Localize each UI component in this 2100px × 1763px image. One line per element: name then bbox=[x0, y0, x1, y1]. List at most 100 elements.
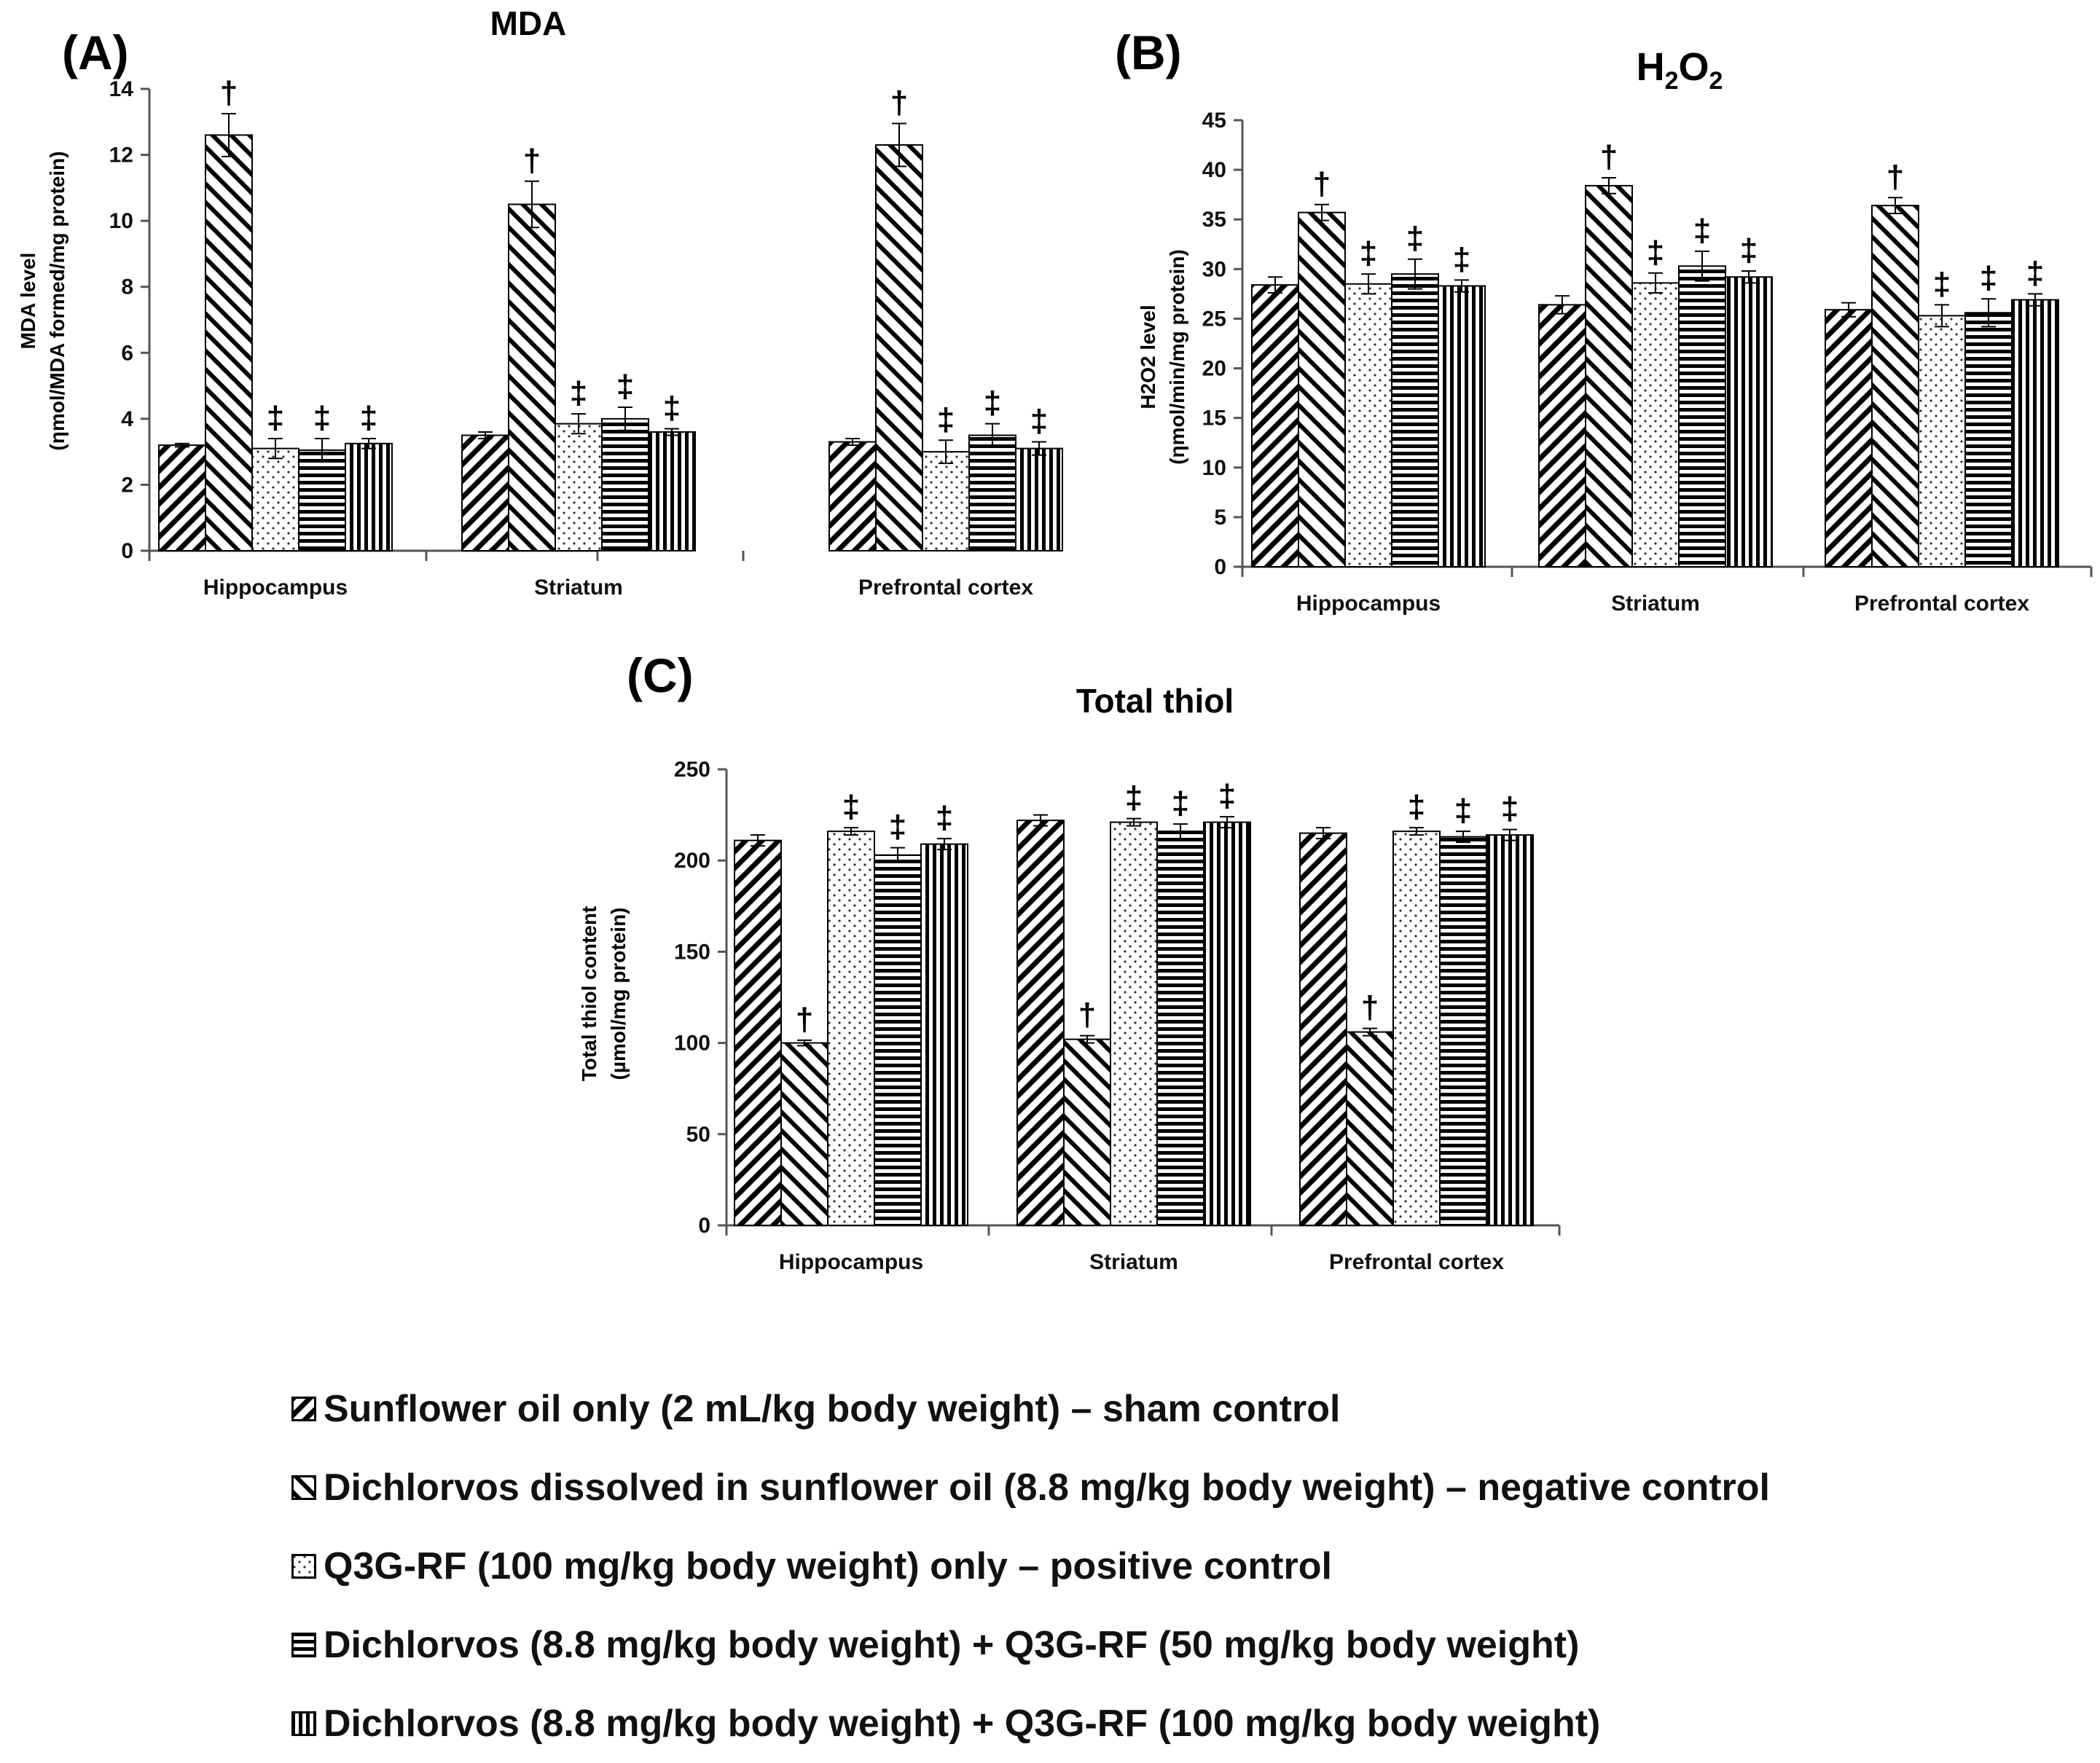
panel-a-y-label-line2: (ηmol/MDA formed/mg protein) bbox=[46, 151, 68, 450]
bar bbox=[827, 831, 875, 1226]
bar bbox=[1015, 447, 1063, 551]
bar bbox=[1725, 276, 1773, 568]
error-bar bbox=[1981, 298, 1996, 328]
error-bar bbox=[1454, 279, 1469, 293]
significance-mark: ‡ bbox=[1408, 789, 1425, 825]
panel-c-label: (C) bbox=[627, 648, 694, 702]
y-tick-label: 250 bbox=[674, 758, 710, 782]
bar bbox=[920, 843, 968, 1226]
bar bbox=[780, 1042, 828, 1226]
bar bbox=[1678, 265, 1726, 568]
error-bar bbox=[1363, 1027, 1377, 1037]
y-tick-label: 8 bbox=[121, 275, 133, 299]
error-bar bbox=[1841, 302, 1856, 318]
legend-item: Dichlorvos (8.8 mg/kg body weight) + Q3G… bbox=[291, 1606, 2040, 1684]
panel-a-mda-chart: (A) MDA MDA level (ηmol/MDA formed/mg pr… bbox=[17, 4, 1063, 600]
legend-item: Dichlorvos dissolved in sunflower oil (8… bbox=[291, 1448, 2040, 1527]
significance-mark: ‡ bbox=[842, 789, 860, 825]
x-category-label: Prefrontal cortex bbox=[858, 576, 1033, 600]
y-tick-label: 14 bbox=[109, 77, 134, 101]
panel-b-label: (B) bbox=[1115, 25, 1182, 79]
y-tick-label: 4 bbox=[121, 407, 133, 431]
significance-mark: ‡ bbox=[360, 400, 377, 436]
bar bbox=[1392, 831, 1441, 1226]
significance-mark: ‡ bbox=[1125, 780, 1143, 816]
error-bar bbox=[1935, 304, 1949, 328]
significance-mark: ‡ bbox=[1933, 266, 1951, 302]
error-bar bbox=[1316, 827, 1331, 840]
x-category-label: Prefrontal cortex bbox=[1329, 1250, 1504, 1274]
error-bar bbox=[1888, 197, 1903, 215]
bar bbox=[922, 451, 970, 552]
error-bar bbox=[1409, 827, 1424, 836]
bar bbox=[1438, 285, 1486, 568]
error-bar bbox=[1648, 272, 1663, 294]
y-tick-label: 0 bbox=[1214, 555, 1226, 579]
error-bar bbox=[845, 438, 860, 447]
error-bar bbox=[268, 438, 283, 460]
significance-mark: † bbox=[1887, 159, 1904, 195]
significance-mark: ‡ bbox=[616, 369, 634, 404]
panel-c-y-label-line2: (µmol/mg protein) bbox=[607, 907, 630, 1080]
error-bar bbox=[1127, 817, 1141, 827]
significance-mark: ‡ bbox=[267, 400, 284, 436]
panel-b-y-label-line1: H2O2 level bbox=[1137, 305, 1159, 409]
error-bar bbox=[1456, 831, 1470, 844]
significance-mark: † bbox=[523, 143, 541, 178]
error-bar bbox=[361, 438, 376, 449]
legend-swatch-diag-down bbox=[291, 1397, 316, 1421]
significance-mark: ‡ bbox=[984, 385, 1001, 421]
legend-swatch-vlines bbox=[291, 1711, 316, 1736]
error-bar bbox=[1741, 270, 1756, 284]
error-bar bbox=[1033, 814, 1048, 827]
legend-swatch-dots bbox=[291, 1554, 316, 1579]
panel-a-y-label: MDA level (ηmol/MDA formed/mg protein) bbox=[17, 151, 68, 450]
bar bbox=[345, 442, 393, 551]
bar bbox=[158, 444, 206, 551]
y-tick-label: 25 bbox=[1202, 307, 1226, 331]
legend-swatch-diag-up bbox=[291, 1475, 316, 1500]
error-bar bbox=[665, 428, 679, 436]
y-tick-label: 200 bbox=[674, 849, 710, 873]
panel-b-title-sub1: 2 bbox=[1665, 67, 1679, 95]
panel-b-h2o2-chart: (B) H2O2 H2O2 level (ηmol/min/mg protein… bbox=[1115, 25, 2093, 616]
y-tick-label: 15 bbox=[1202, 407, 1226, 431]
panel-b-y-label-line2: (ηmol/min/mg protein) bbox=[1166, 249, 1188, 465]
significance-mark: † bbox=[1600, 139, 1618, 175]
x-category-label: Hippocampus bbox=[203, 576, 348, 600]
significance-mark: † bbox=[1078, 997, 1096, 1033]
y-tick-label: 10 bbox=[109, 209, 133, 233]
bar bbox=[1346, 1031, 1394, 1227]
significance-mark: ‡ bbox=[1740, 232, 1758, 268]
significance-mark: ‡ bbox=[1453, 241, 1470, 277]
panel-b-title-sub2: 2 bbox=[1709, 67, 1723, 95]
error-bar bbox=[1695, 250, 1709, 282]
y-tick-label: 40 bbox=[1202, 158, 1226, 182]
y-tick-label: 30 bbox=[1202, 257, 1226, 281]
error-bar bbox=[1361, 273, 1376, 295]
error-bar bbox=[1032, 441, 1046, 456]
error-bar bbox=[175, 442, 189, 448]
significance-mark: ‡ bbox=[1030, 404, 1048, 439]
bar bbox=[251, 447, 299, 551]
significance-mark: † bbox=[1313, 166, 1331, 202]
bar bbox=[968, 434, 1016, 551]
bar bbox=[1016, 820, 1065, 1227]
error-bar bbox=[937, 838, 952, 851]
y-tick-label: 10 bbox=[1202, 456, 1226, 480]
bar bbox=[2011, 299, 2059, 568]
error-bar bbox=[1080, 1034, 1094, 1044]
error-bar bbox=[1268, 276, 1282, 294]
x-category-label: Striatum bbox=[1611, 592, 1700, 616]
legend-item: Dichlorvos (8.8 mg/kg body weight) + Q3G… bbox=[291, 1684, 2040, 1763]
significance-mark: ‡ bbox=[1647, 235, 1664, 270]
panel-b-title: H2O2 bbox=[1637, 45, 1723, 95]
panel-b-title-o: O bbox=[1678, 45, 1709, 89]
error-bar bbox=[1408, 258, 1422, 290]
significance-mark: ‡ bbox=[663, 390, 681, 425]
y-tick-label: 12 bbox=[109, 144, 133, 168]
panel-c-total-thiol-chart: (C) Total thiol Total thiol content (µmo… bbox=[578, 648, 1561, 1274]
bar bbox=[734, 839, 782, 1226]
bar bbox=[1391, 273, 1439, 568]
